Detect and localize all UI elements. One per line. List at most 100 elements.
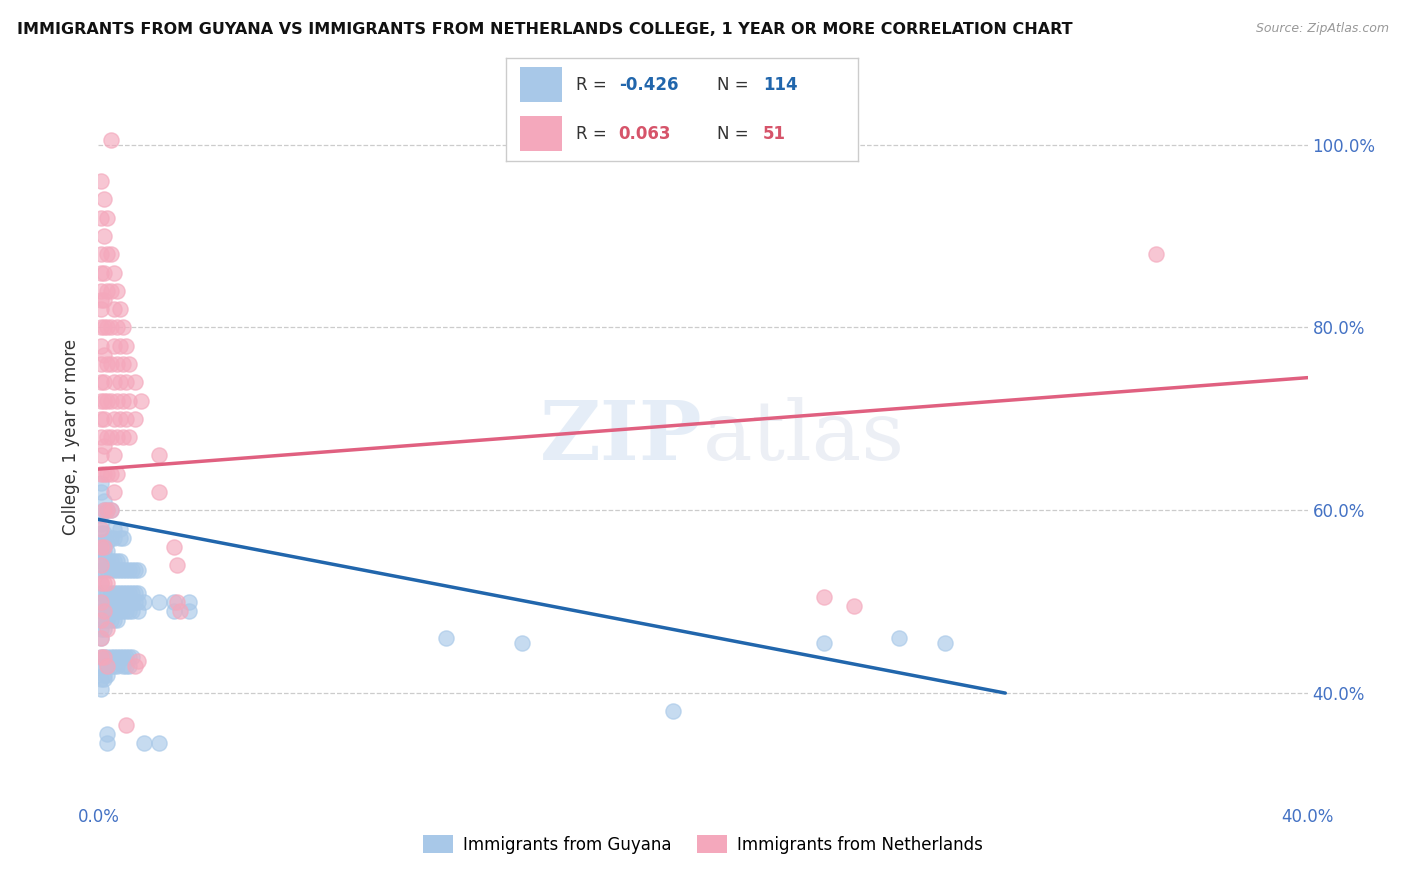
Point xyxy=(90,649,112,664)
Point xyxy=(114,585,136,599)
Point xyxy=(100,604,122,618)
Point xyxy=(100,430,122,444)
Text: ZIP: ZIP xyxy=(540,397,703,477)
Point xyxy=(121,649,143,664)
Point xyxy=(90,632,112,646)
Point xyxy=(93,526,115,541)
Point xyxy=(103,448,125,462)
Text: IMMIGRANTS FROM GUYANA VS IMMIGRANTS FROM NETHERLANDS COLLEGE, 1 YEAR OR MORE CO: IMMIGRANTS FROM GUYANA VS IMMIGRANTS FRO… xyxy=(17,22,1073,37)
Point xyxy=(96,594,118,608)
Point xyxy=(90,284,112,298)
Point xyxy=(96,211,118,225)
Point xyxy=(127,585,149,599)
Point xyxy=(93,228,115,243)
Point xyxy=(96,585,118,599)
Point xyxy=(96,563,118,577)
Point xyxy=(96,535,118,549)
Point xyxy=(103,412,125,426)
Point xyxy=(93,503,115,517)
Point xyxy=(108,301,131,317)
Point xyxy=(90,673,112,687)
Point xyxy=(100,531,122,545)
Point xyxy=(108,563,131,577)
Point xyxy=(90,338,112,352)
Point xyxy=(105,357,128,371)
Point xyxy=(93,393,115,408)
Point xyxy=(96,320,118,334)
Point xyxy=(90,247,112,261)
Point xyxy=(103,585,125,599)
Point xyxy=(100,467,122,481)
Text: 51: 51 xyxy=(762,125,786,143)
Point xyxy=(90,613,112,627)
Point xyxy=(93,563,115,577)
Text: R =: R = xyxy=(576,125,617,143)
Point xyxy=(105,467,128,481)
Point xyxy=(103,521,125,535)
Point xyxy=(121,594,143,608)
Point xyxy=(90,174,112,188)
Point xyxy=(93,622,115,636)
Point xyxy=(96,667,118,681)
Point xyxy=(96,622,118,636)
Point xyxy=(105,649,128,664)
Point xyxy=(105,563,128,577)
Point xyxy=(132,736,155,750)
Point xyxy=(93,348,115,362)
Point xyxy=(90,544,112,558)
Point xyxy=(169,604,191,618)
Point xyxy=(90,320,112,334)
Point xyxy=(111,320,134,334)
Point xyxy=(118,430,141,444)
Point xyxy=(96,576,118,591)
Point xyxy=(103,613,125,627)
Point xyxy=(90,576,112,591)
Point xyxy=(105,284,128,298)
Point xyxy=(132,594,155,608)
Point xyxy=(90,594,112,608)
Point xyxy=(889,632,911,646)
Point xyxy=(93,585,115,599)
Point xyxy=(93,604,115,618)
Point xyxy=(934,636,956,650)
Point xyxy=(118,585,141,599)
Point xyxy=(103,604,125,618)
Point xyxy=(96,658,118,673)
Point xyxy=(118,594,141,608)
Point xyxy=(103,594,125,608)
Point xyxy=(105,430,128,444)
Point xyxy=(96,544,118,558)
Point xyxy=(93,467,115,481)
Legend: Immigrants from Guyana, Immigrants from Netherlands: Immigrants from Guyana, Immigrants from … xyxy=(416,829,990,860)
Point xyxy=(105,613,128,627)
Point xyxy=(96,393,118,408)
Text: -0.426: -0.426 xyxy=(619,76,678,94)
Point xyxy=(108,521,131,535)
Point xyxy=(108,604,131,618)
Point xyxy=(103,301,125,317)
Point xyxy=(813,636,835,650)
Point xyxy=(124,412,146,426)
Point xyxy=(121,585,143,599)
Point xyxy=(103,649,125,664)
Point xyxy=(114,658,136,673)
Point xyxy=(93,673,115,687)
Point xyxy=(100,594,122,608)
Point xyxy=(100,357,122,371)
Point xyxy=(105,604,128,618)
Point xyxy=(90,632,112,646)
Point xyxy=(90,521,112,535)
Point xyxy=(100,320,122,334)
Point xyxy=(124,658,146,673)
Point xyxy=(166,558,188,573)
Point xyxy=(111,357,134,371)
Point xyxy=(108,376,131,390)
Point xyxy=(90,535,112,549)
Point xyxy=(93,649,115,664)
Text: atlas: atlas xyxy=(703,397,905,477)
Point xyxy=(90,266,112,280)
Point xyxy=(96,503,118,517)
Point xyxy=(96,658,118,673)
Point xyxy=(163,604,186,618)
Point xyxy=(96,357,118,371)
